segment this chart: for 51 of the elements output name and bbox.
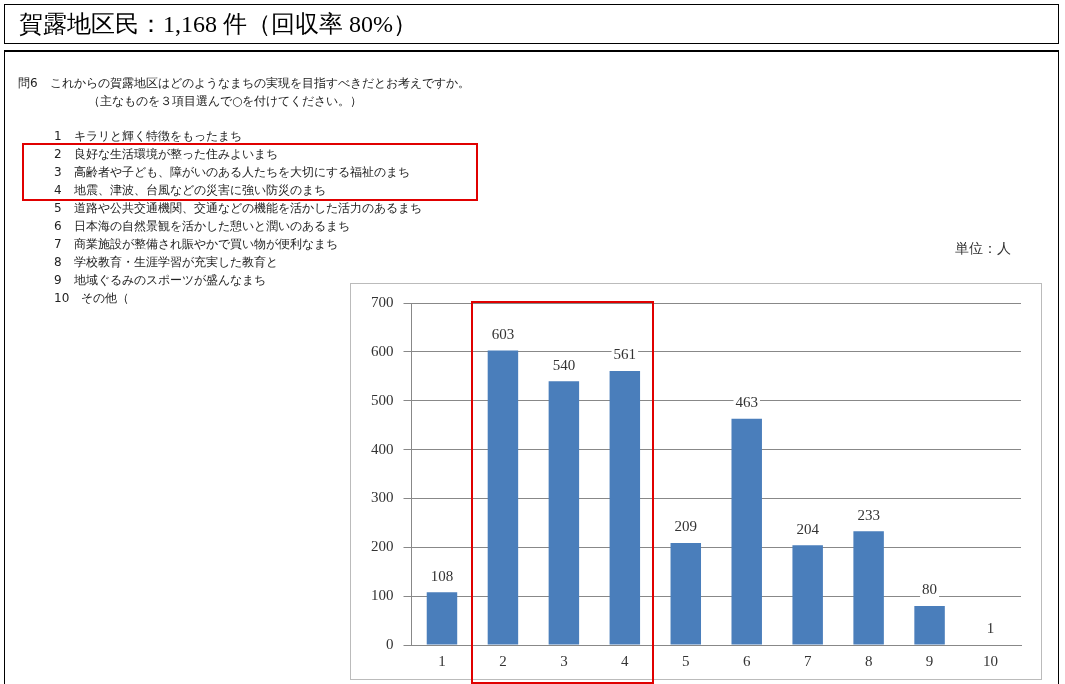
y-tick-label: 600 (371, 342, 394, 359)
x-tick-label: 2 (499, 652, 507, 669)
text: 6 日本海の自然景観を活かした憩いと潤いのあるまち (53, 218, 351, 235)
data-label: 209 (674, 518, 698, 535)
text: 2 良好な生活環境が整った住みよいまち (53, 146, 279, 163)
x-tick-label: 4 (621, 652, 630, 669)
bar (792, 545, 823, 645)
data-label: 603 (491, 325, 515, 342)
x-tick-label: 10 (983, 652, 999, 669)
text: 8 学校教育・生涯学習が充実した教育と (53, 254, 279, 271)
bar (487, 350, 519, 645)
x-tick-label: 3 (560, 652, 568, 669)
x-tick-label: 9 (925, 652, 934, 669)
bar (731, 418, 762, 645)
text: 3 高齢者や子ども、障がいのある人たちを大切にする福祉のまち (53, 164, 411, 181)
x-tick-label: 8 (864, 652, 873, 669)
text: 9 地域ぐるみのスポーツが盛んなまち (53, 272, 267, 289)
text: 7 商業施設が整備され賑やかで買い物が便利なまち (53, 236, 339, 253)
y-tick-label: 700 (371, 293, 394, 310)
data-label: 204 (796, 520, 820, 537)
x-tick-label: 7 (803, 652, 812, 669)
text: 賀露地区民：1,168 件（回収率 80%） (4, 4, 1059, 44)
data-label: 80 (922, 581, 938, 598)
data-label: 1 (986, 619, 995, 636)
text: 10 その他（ (54, 291, 130, 305)
y-tick-label: 400 (371, 440, 394, 457)
text: 1 キラリと輝く特徴をもったまち (53, 128, 243, 145)
data-label: 463 (735, 394, 758, 411)
data-label: 561 (613, 346, 637, 363)
text: 4 地震、津波、台風などの災害に強い防災のまち (53, 182, 327, 199)
text: 問6 これからの賀露地区はどのようなまちの実現を目指すべきだとお考えですか。 (18, 75, 470, 92)
bar (548, 381, 580, 645)
bar (609, 370, 641, 645)
x-tick-label: 1 (438, 652, 446, 669)
text: （主なものを３項目選んで○を付けてください。） (87, 93, 364, 110)
text: 5 道路や公共交通機関、交通などの機能を活かした活力のあるまち (53, 200, 423, 217)
x-tick-label: 5 (682, 652, 690, 669)
data-label: 108 (430, 567, 454, 584)
text: 単位：人 (955, 240, 1011, 258)
y-tick-label: 500 (371, 391, 394, 408)
bar (670, 542, 702, 645)
y-tick-label: 100 (371, 587, 394, 604)
y-tick-label: 200 (371, 538, 394, 555)
data-label: 540 (552, 356, 576, 373)
bar (914, 605, 945, 645)
bar (853, 531, 884, 645)
bar (426, 592, 458, 645)
y-tick-label: 0 (386, 635, 394, 652)
data-label: 233 (857, 506, 880, 523)
x-tick-label: 6 (742, 652, 751, 669)
y-tick-label: 300 (371, 489, 394, 506)
